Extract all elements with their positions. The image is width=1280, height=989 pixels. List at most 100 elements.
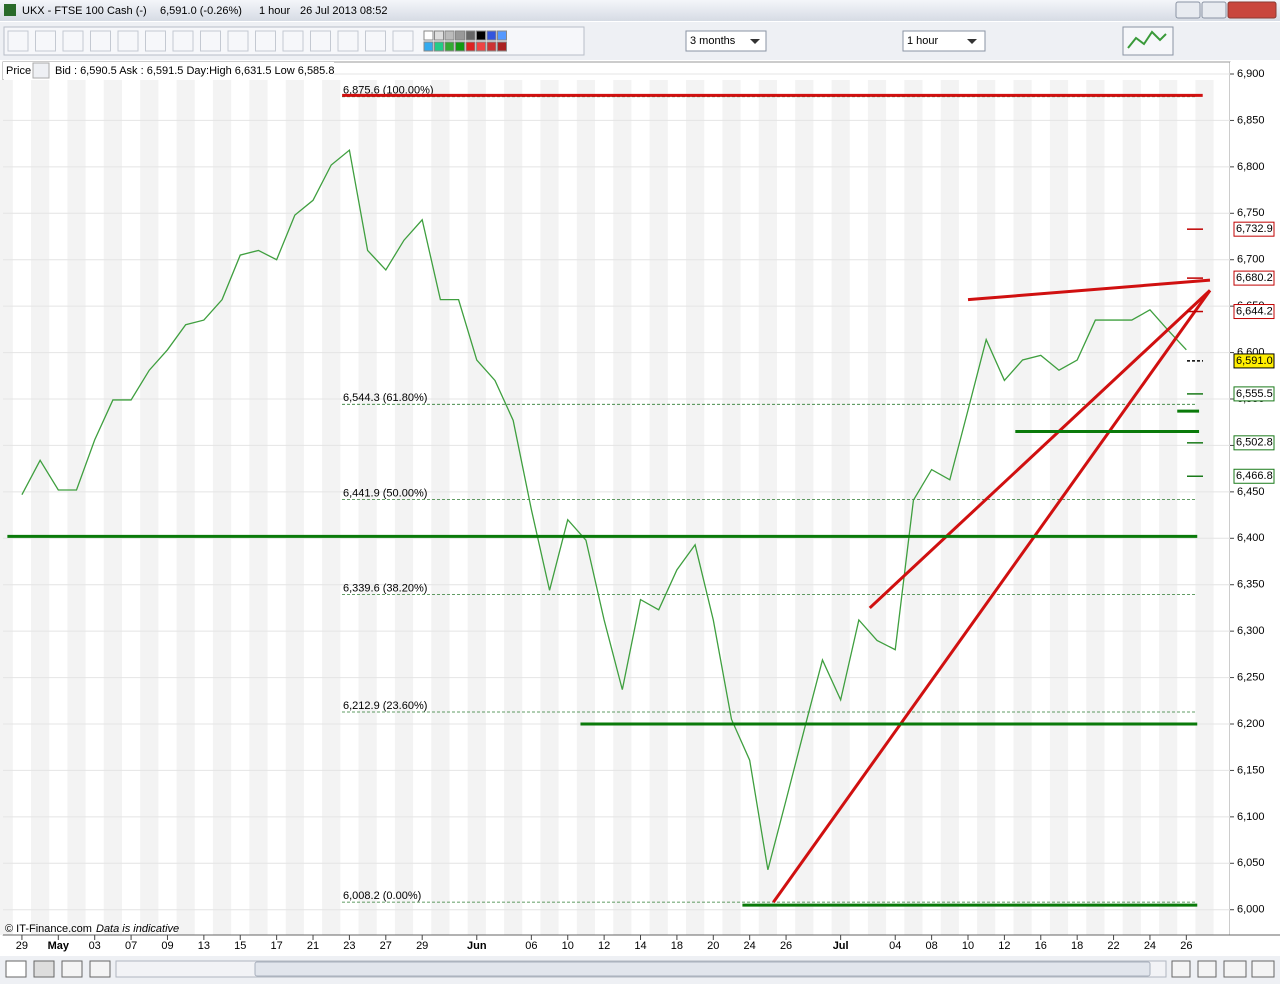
tool-button bbox=[145, 30, 166, 52]
day-stripe bbox=[1013, 80, 1032, 935]
minimize-button[interactable] bbox=[1175, 1, 1201, 19]
y-tick-label: 6,750 bbox=[1237, 207, 1265, 219]
indicators-button[interactable] bbox=[1122, 26, 1174, 56]
day-stripe bbox=[394, 80, 414, 935]
zoom-in[interactable] bbox=[1251, 960, 1275, 978]
zoom-fit[interactable] bbox=[1197, 960, 1217, 978]
fib-label: 6,212.9 (23.60%) bbox=[343, 700, 427, 712]
price-box bbox=[1233, 221, 1275, 237]
period-value: 3 months bbox=[690, 35, 736, 47]
day-stripe bbox=[31, 80, 50, 935]
x-tick-label: 12 bbox=[998, 940, 1010, 952]
y-tick-label: 6,900 bbox=[1237, 68, 1265, 80]
day-stripe bbox=[431, 80, 450, 935]
day-stripe bbox=[613, 80, 632, 935]
y-tick-label: 6,850 bbox=[1237, 114, 1265, 126]
timeframe-dropdown[interactable] bbox=[902, 30, 986, 52]
x-tick-label: 26 bbox=[780, 940, 792, 952]
x-tick-label: 29 bbox=[416, 940, 428, 952]
day-stripe bbox=[758, 80, 777, 935]
x-tick-label: 15 bbox=[234, 940, 246, 952]
price-box-label: 6,644.2 bbox=[1236, 305, 1273, 317]
tool-button bbox=[337, 30, 359, 52]
x-tick-label: Jun bbox=[467, 940, 487, 952]
day-stripe bbox=[831, 80, 850, 935]
price-box-label: 6,591.0 bbox=[1236, 355, 1273, 367]
price-box bbox=[1233, 270, 1275, 286]
tool-button bbox=[282, 30, 304, 52]
day-stripe bbox=[322, 80, 341, 935]
fib-label: 6,544.3 (61.80%) bbox=[343, 392, 427, 404]
color-swatch bbox=[444, 30, 455, 41]
y-tick-label: 6,000 bbox=[1237, 904, 1265, 916]
quote: 6,591.0 (-0.26%) bbox=[160, 5, 242, 17]
y-tick-label: 6,300 bbox=[1237, 625, 1265, 637]
print-button[interactable] bbox=[33, 960, 55, 978]
fib-label: 6,008.2 (0.00%) bbox=[343, 890, 421, 902]
day-stripe bbox=[904, 80, 923, 935]
x-tick-label: 27 bbox=[380, 940, 392, 952]
day-stripe bbox=[1122, 80, 1141, 935]
fib-label: 6,441.9 (50.00%) bbox=[343, 487, 427, 499]
tool-button bbox=[7, 30, 29, 52]
color-swatch bbox=[455, 41, 465, 52]
zoom-out[interactable] bbox=[1223, 960, 1247, 978]
color-swatch bbox=[497, 30, 507, 41]
link-button[interactable] bbox=[61, 960, 83, 978]
day-stripe bbox=[140, 80, 159, 935]
trend-line bbox=[868, 289, 1212, 610]
fib-label: 6,875.6 (100.00%) bbox=[343, 85, 434, 97]
day-stripe bbox=[576, 80, 596, 935]
scroll-thumb[interactable] bbox=[254, 961, 1151, 977]
day-stripe bbox=[285, 80, 304, 935]
tool-button bbox=[365, 30, 386, 52]
y-tick-label: 6,700 bbox=[1237, 254, 1265, 266]
x-tick-label: 20 bbox=[707, 940, 719, 952]
price-box-label: 6,680.2 bbox=[1236, 272, 1273, 284]
x-tick-label: 26 bbox=[1180, 940, 1192, 952]
color-swatch bbox=[434, 41, 444, 52]
restore-button[interactable] bbox=[1201, 1, 1227, 19]
day-stripe bbox=[1195, 80, 1214, 935]
zoom-tool[interactable] bbox=[1171, 960, 1191, 978]
tool-button bbox=[90, 30, 111, 52]
dropdown-arrow bbox=[967, 39, 977, 44]
x-tick-label: May bbox=[48, 940, 70, 952]
settings-button[interactable] bbox=[32, 62, 50, 79]
color-swatch bbox=[455, 30, 465, 41]
close-button[interactable] bbox=[1227, 1, 1277, 19]
tool-button bbox=[227, 30, 249, 52]
day-stripe bbox=[504, 80, 523, 935]
tool-button bbox=[117, 30, 139, 52]
day-stripe bbox=[722, 80, 741, 935]
x-tick-label: 07 bbox=[125, 940, 137, 952]
day-stripe bbox=[795, 80, 814, 935]
color-swatch bbox=[444, 41, 455, 52]
x-tick-label: 24 bbox=[744, 940, 756, 952]
x-tick-label: 16 bbox=[1035, 940, 1047, 952]
info-label: Price bbox=[6, 65, 31, 77]
day-stripe bbox=[103, 80, 122, 935]
tool-button bbox=[172, 30, 194, 52]
info-bar bbox=[3, 62, 334, 79]
day-stripe bbox=[212, 80, 232, 935]
table-button[interactable] bbox=[89, 960, 111, 978]
period-dropdown[interactable] bbox=[685, 30, 767, 52]
price-box-label: 6,466.8 bbox=[1236, 470, 1273, 482]
timestamp: 26 Jul 2013 08:52 bbox=[300, 5, 387, 17]
price-box bbox=[1233, 386, 1275, 402]
fib-label: 6,339.6 (38.20%) bbox=[343, 582, 427, 594]
day-stripe bbox=[649, 80, 668, 935]
price-box-label: 6,555.5 bbox=[1236, 388, 1273, 400]
email-button[interactable] bbox=[5, 960, 27, 978]
y-tick-label: 6,400 bbox=[1237, 532, 1265, 544]
price-line bbox=[21, 148, 1187, 870]
color-swatch bbox=[476, 30, 486, 41]
price-box-label: 6,732.9 bbox=[1236, 223, 1273, 235]
x-tick-label: 14 bbox=[634, 940, 646, 952]
dropdown-arrow bbox=[750, 39, 760, 44]
tool-button bbox=[62, 30, 84, 52]
y-tick-label: 6,150 bbox=[1237, 764, 1265, 776]
x-tick-label: 18 bbox=[1071, 940, 1083, 952]
